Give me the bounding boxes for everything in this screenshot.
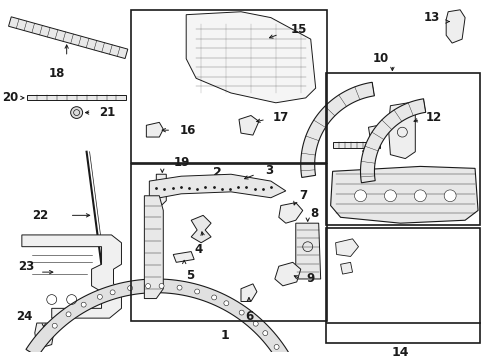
Text: 17: 17: [273, 111, 289, 124]
Text: 9: 9: [307, 273, 315, 285]
Polygon shape: [186, 12, 316, 103]
Polygon shape: [26, 279, 309, 360]
Circle shape: [146, 284, 150, 288]
Circle shape: [253, 321, 258, 326]
Polygon shape: [389, 103, 416, 158]
Polygon shape: [8, 17, 128, 59]
Circle shape: [239, 310, 244, 315]
Polygon shape: [147, 122, 163, 137]
Polygon shape: [191, 215, 211, 243]
Circle shape: [177, 285, 182, 290]
Circle shape: [274, 345, 279, 350]
Circle shape: [385, 190, 396, 202]
Polygon shape: [145, 196, 163, 298]
Polygon shape: [173, 252, 194, 262]
Circle shape: [81, 302, 86, 307]
Bar: [326, 73, 480, 225]
Text: 4: 4: [194, 243, 202, 256]
Circle shape: [224, 301, 229, 306]
Polygon shape: [239, 116, 259, 135]
Text: 23: 23: [18, 260, 34, 273]
Circle shape: [444, 190, 456, 202]
Text: 14: 14: [392, 346, 409, 359]
Text: 8: 8: [311, 207, 319, 220]
Polygon shape: [296, 223, 320, 279]
Polygon shape: [275, 262, 301, 286]
Text: 15: 15: [291, 23, 307, 36]
Text: 16: 16: [179, 124, 196, 137]
Bar: [131, 10, 327, 163]
Polygon shape: [336, 239, 359, 256]
Text: 6: 6: [245, 310, 253, 323]
Polygon shape: [333, 142, 380, 148]
Circle shape: [127, 286, 133, 291]
Text: 21: 21: [99, 106, 116, 119]
Text: 11: 11: [360, 149, 377, 162]
Polygon shape: [361, 99, 426, 183]
Bar: [326, 228, 480, 343]
Text: 12: 12: [425, 111, 441, 124]
Polygon shape: [22, 235, 122, 318]
Polygon shape: [35, 323, 54, 347]
Text: 7: 7: [299, 189, 307, 202]
Text: 1: 1: [220, 329, 229, 342]
Text: 3: 3: [265, 164, 273, 177]
Text: 5: 5: [186, 269, 195, 282]
Circle shape: [415, 190, 426, 202]
Text: 22: 22: [32, 209, 48, 222]
Circle shape: [71, 107, 83, 118]
Polygon shape: [446, 10, 465, 43]
Circle shape: [52, 323, 57, 328]
Polygon shape: [368, 125, 382, 140]
Text: 19: 19: [173, 156, 190, 169]
Text: 10: 10: [372, 52, 389, 65]
Circle shape: [195, 289, 199, 294]
Circle shape: [110, 290, 115, 295]
Circle shape: [355, 190, 367, 202]
Text: 24: 24: [16, 310, 32, 323]
Polygon shape: [279, 203, 303, 223]
Polygon shape: [156, 174, 166, 206]
Text: 2: 2: [213, 166, 221, 179]
Polygon shape: [241, 284, 257, 301]
Circle shape: [66, 312, 71, 317]
Text: 20: 20: [2, 91, 18, 104]
Text: 18: 18: [49, 67, 65, 80]
Polygon shape: [27, 95, 126, 100]
Bar: [131, 165, 327, 321]
Text: 13: 13: [424, 11, 441, 24]
Circle shape: [98, 294, 102, 299]
Polygon shape: [331, 166, 478, 223]
Polygon shape: [149, 174, 286, 200]
Circle shape: [159, 283, 164, 288]
Polygon shape: [301, 82, 374, 177]
Circle shape: [212, 295, 217, 300]
Polygon shape: [341, 262, 352, 274]
Circle shape: [263, 331, 268, 336]
